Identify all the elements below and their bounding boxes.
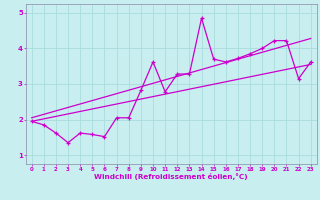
X-axis label: Windchill (Refroidissement éolien,°C): Windchill (Refroidissement éolien,°C) [94,173,248,180]
